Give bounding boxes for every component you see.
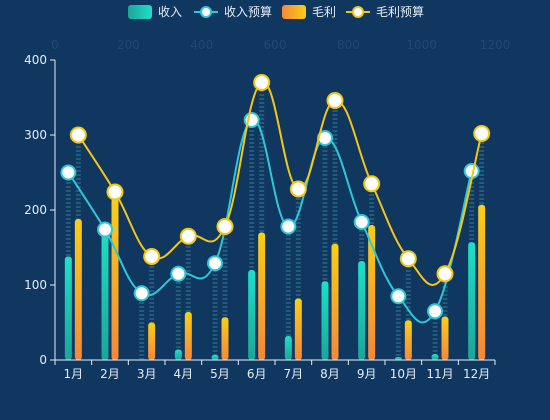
income-budget-point[interactable] <box>170 265 187 282</box>
income-bar[interactable] <box>394 357 402 360</box>
income-bar[interactable] <box>431 354 439 360</box>
x-axis-tick-label: 12月 <box>463 367 490 381</box>
top-axis-tick-label: 400 <box>190 38 213 52</box>
income-bar[interactable] <box>174 349 182 361</box>
legend-income-swatch[interactable] <box>128 5 152 19</box>
profit-bar[interactable] <box>294 298 302 361</box>
legend-profit-label[interactable]: 毛利 <box>312 5 336 19</box>
income-bar[interactable] <box>64 256 72 361</box>
profit-budget-point[interactable] <box>473 125 491 142</box>
y-axis-tick-label: 100 <box>24 278 47 292</box>
x-axis-tick-label: 2月 <box>100 367 120 381</box>
income-bar[interactable] <box>284 336 292 360</box>
profit-budget-point[interactable] <box>143 248 161 265</box>
x-axis-tick-label: 9月 <box>357 367 377 381</box>
profit-bar[interactable] <box>478 204 486 360</box>
y-axis-tick-label: 300 <box>24 128 47 142</box>
profit-bar[interactable] <box>221 317 229 360</box>
legend-income-label[interactable]: 收入 <box>158 5 182 19</box>
profit-budget-point[interactable] <box>399 250 417 268</box>
legend-profit-swatch[interactable] <box>282 5 306 19</box>
x-axis-tick-label: 4月 <box>174 367 194 381</box>
profit-budget-point[interactable] <box>216 218 234 235</box>
profit-budget-point[interactable] <box>436 265 454 283</box>
income-budget-point[interactable] <box>353 214 370 230</box>
profit-budget-line <box>77 81 483 286</box>
profit-bar[interactable] <box>148 322 156 361</box>
income-budget-point[interactable] <box>427 303 443 320</box>
income-budget-point[interactable] <box>133 285 150 302</box>
profit-budget-point[interactable] <box>326 92 344 109</box>
income-bar[interactable] <box>358 261 366 360</box>
income-budget-point[interactable] <box>207 255 223 272</box>
x-axis-tick-label: 3月 <box>137 367 157 381</box>
profit-budget-point[interactable] <box>69 126 87 144</box>
x-axis-tick-label: 7月 <box>284 367 304 381</box>
income-bar[interactable] <box>321 281 329 360</box>
x-axis-tick-label: 10月 <box>390 367 417 381</box>
x-axis-tick-label: 5月 <box>210 367 230 381</box>
top-axis-tick-label: 600 <box>264 38 287 52</box>
income-bar[interactable] <box>468 242 476 360</box>
legend-income-budget-marker[interactable] <box>200 6 212 18</box>
top-axis-tick-label: 1000 <box>406 38 437 52</box>
profit-bar[interactable] <box>111 198 119 360</box>
profit-bar[interactable] <box>331 243 339 360</box>
profit-budget-point[interactable] <box>106 183 124 201</box>
profit-bar[interactable] <box>184 312 192 360</box>
profit-budget-point[interactable] <box>289 180 307 198</box>
profit-budget-point[interactable] <box>253 74 271 91</box>
x-axis-tick-label: 11月 <box>426 367 453 381</box>
income-budget-point[interactable] <box>390 288 407 305</box>
top-axis-tick-label: 0 <box>51 38 59 52</box>
income-budget-point[interactable] <box>60 164 77 181</box>
income-budget-point[interactable] <box>280 218 297 235</box>
income-bar[interactable] <box>211 354 219 360</box>
profit-budget-point[interactable] <box>363 175 381 193</box>
y-axis-tick-label: 0 <box>39 353 47 367</box>
profit-bar[interactable] <box>404 320 412 360</box>
profit-bar[interactable] <box>74 219 82 360</box>
top-axis-tick-label: 1200 <box>480 38 511 52</box>
x-axis-tick-label: 8月 <box>320 367 340 381</box>
profit-bar[interactable] <box>441 316 449 361</box>
profit-budget-point[interactable] <box>179 227 197 245</box>
profit-bar[interactable] <box>368 225 376 360</box>
x-axis-tick-label: 1月 <box>64 367 84 381</box>
income-bar[interactable] <box>101 225 109 360</box>
x-axis-tick-label: 6月 <box>247 367 267 381</box>
legend-income-budget-label[interactable]: 收入预算 <box>224 4 272 19</box>
top-axis-tick-label: 200 <box>117 38 140 52</box>
y-axis-tick-label: 400 <box>24 53 47 67</box>
income-bar[interactable] <box>248 270 256 360</box>
y-axis-tick-label: 200 <box>24 203 47 217</box>
profit-bar[interactable] <box>258 232 266 361</box>
income-budget-point[interactable] <box>97 221 113 238</box>
legend-profit-budget-marker[interactable] <box>352 6 364 18</box>
top-axis-tick-label: 800 <box>337 38 360 52</box>
legend-profit-budget-label[interactable]: 毛利预算 <box>376 4 424 19</box>
